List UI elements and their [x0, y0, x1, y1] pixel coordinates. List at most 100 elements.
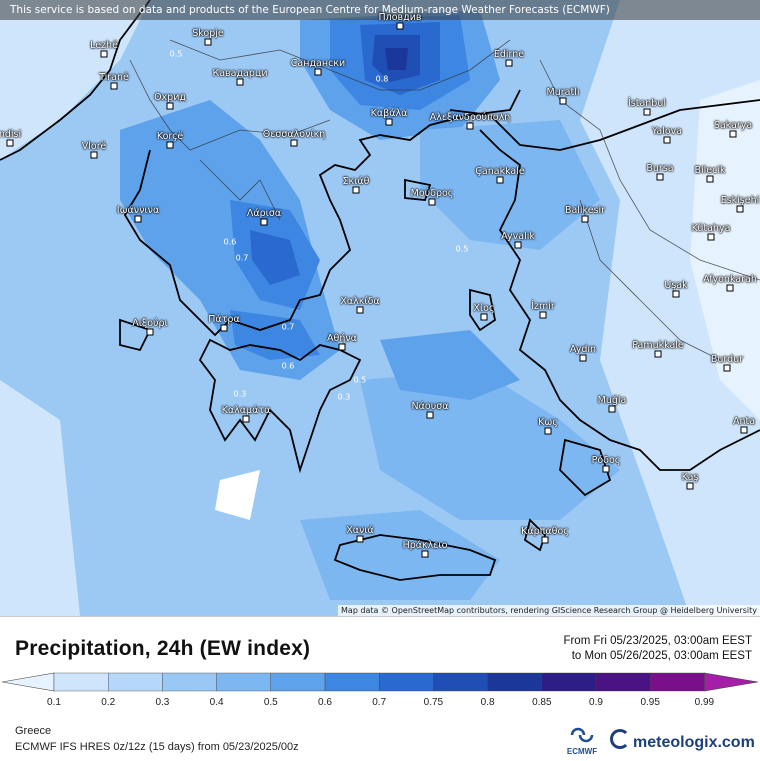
city-label: Lezhë — [90, 40, 118, 51]
city-marker — [654, 350, 662, 358]
city-label: Пловдив — [378, 12, 422, 23]
scale-segment — [650, 672, 705, 692]
city-marker — [242, 415, 250, 423]
city-marker — [428, 198, 436, 206]
city-marker — [541, 536, 549, 544]
color-scale-bar — [1, 672, 759, 692]
ecmwf-icon — [570, 727, 594, 743]
scale-max-arrow — [704, 672, 759, 692]
scale-tick-label: 0.9 — [589, 697, 603, 708]
scale-segment — [595, 672, 651, 692]
city-marker — [146, 328, 154, 336]
contour-value-label: 0.7 — [281, 322, 295, 332]
city-marker — [220, 324, 228, 332]
city-marker — [134, 215, 142, 223]
scale-segment — [270, 672, 326, 692]
city-marker — [729, 130, 737, 138]
city-label: Χίος — [473, 303, 495, 314]
city-label: İstanbul — [627, 98, 667, 109]
city-label: Πάτρα — [208, 314, 240, 325]
city-label: Ηράκλειο — [402, 540, 448, 551]
city-label: Охрид — [154, 92, 186, 103]
scale-tick-label: 0.8 — [480, 697, 495, 708]
contour-value-label: 0.5 — [353, 375, 367, 385]
city-label: Kütahya — [691, 223, 731, 234]
forecast-period: From Fri 05/23/2025, 03:00am EEST to Mon… — [563, 634, 752, 664]
city-marker — [166, 102, 174, 110]
city-marker — [544, 427, 552, 435]
ecmwf-label: ECMWF — [566, 747, 598, 756]
contour-value-label: 0.5 — [455, 244, 469, 254]
city-marker — [579, 354, 587, 362]
city-label: Bilecik — [694, 165, 726, 176]
model-info: ECMWF IFS HRES 0z/12z (15 days) from 05/… — [15, 741, 299, 753]
city-marker — [726, 284, 734, 292]
period-from: From Fri 05/23/2025, 03:00am EEST — [563, 635, 752, 647]
city-label: Кавадарци — [212, 68, 268, 79]
city-label: İzmir — [531, 301, 555, 312]
city-label: Καβάλα — [370, 108, 408, 119]
city-label: Θεσσαλονίκη — [262, 129, 326, 140]
city-label: Bursa — [646, 163, 674, 174]
scale-segment — [324, 672, 380, 692]
city-label: Κάρπαθος — [521, 526, 569, 537]
city-label: Uşak — [664, 280, 688, 291]
city-label: Καλαμάτα — [221, 405, 271, 416]
ecmwf-logo[interactable]: ECMWF — [560, 727, 604, 756]
map-area[interactable]: This service is based on data and produc… — [0, 0, 760, 616]
city-label: Eskişehi — [720, 195, 760, 206]
city-marker — [204, 38, 212, 46]
city-marker — [290, 139, 298, 147]
contour-value-label: 0.5 — [169, 49, 183, 59]
scale-segment — [53, 672, 109, 692]
city-marker — [496, 176, 504, 184]
city-marker — [421, 550, 429, 558]
city-marker — [707, 233, 715, 241]
city-label: Χαλκίδα — [340, 296, 380, 307]
city-label: Κως — [538, 417, 558, 428]
scale-segment — [541, 672, 597, 692]
scale-tick-label: 0.85 — [532, 697, 552, 708]
map-attribution: Map data © OpenStreetMap contributors, r… — [338, 605, 760, 616]
city-marker — [100, 50, 108, 58]
meteologix-logo[interactable]: meteologix.com — [610, 729, 755, 752]
city-marker — [608, 405, 616, 413]
scale-tick-label: 0.3 — [155, 697, 170, 708]
scale-tick-label: 0.75 — [423, 697, 444, 708]
city-label: Edirne — [493, 49, 525, 60]
city-label: ndisi — [0, 129, 22, 140]
contour-value-label: 0.3 — [337, 392, 351, 402]
city-label: Korçë — [156, 131, 184, 142]
scale-tick-label: 0.6 — [318, 697, 332, 708]
city-label: Vlorë — [81, 141, 107, 152]
city-label: Balıkesir — [564, 205, 606, 216]
scale-segment — [379, 672, 434, 692]
contour-value-label: 0.8 — [375, 74, 389, 84]
legend-panel: Precipitation, 24h (EW index) From Fri 0… — [0, 616, 760, 761]
city-label: Ρόδος — [591, 455, 621, 466]
scale-tick-label: 0.99 — [694, 697, 715, 708]
scale-tick-label: 0.4 — [209, 697, 224, 708]
scale-tick-label: 0.1 — [47, 697, 61, 708]
city-marker — [686, 482, 694, 490]
city-label: Burdur — [710, 354, 744, 365]
city-marker — [6, 139, 14, 147]
city-marker — [352, 186, 360, 194]
brand-label: meteologix.com — [633, 734, 755, 751]
contour-value-label: 0.6 — [223, 237, 237, 247]
city-marker — [260, 218, 268, 226]
city-label: Muğla — [597, 395, 627, 406]
city-marker — [602, 465, 610, 473]
city-marker — [338, 343, 346, 351]
city-label: Σκιάθ — [342, 176, 370, 187]
contour-value-label: 0.3 — [233, 389, 247, 399]
city-marker — [396, 22, 404, 30]
city-label: Skopje — [192, 28, 224, 39]
period-to: to Mon 05/26/2025, 03:00am EEST — [571, 650, 752, 662]
city-label: Νάουσα — [411, 401, 449, 412]
meteologix-icon — [610, 729, 630, 749]
city-label: Anta — [732, 416, 756, 427]
city-label: Αθήνα — [327, 333, 357, 344]
city-label: Αλεξανδρούπολη — [429, 112, 511, 123]
city-marker — [466, 122, 474, 130]
